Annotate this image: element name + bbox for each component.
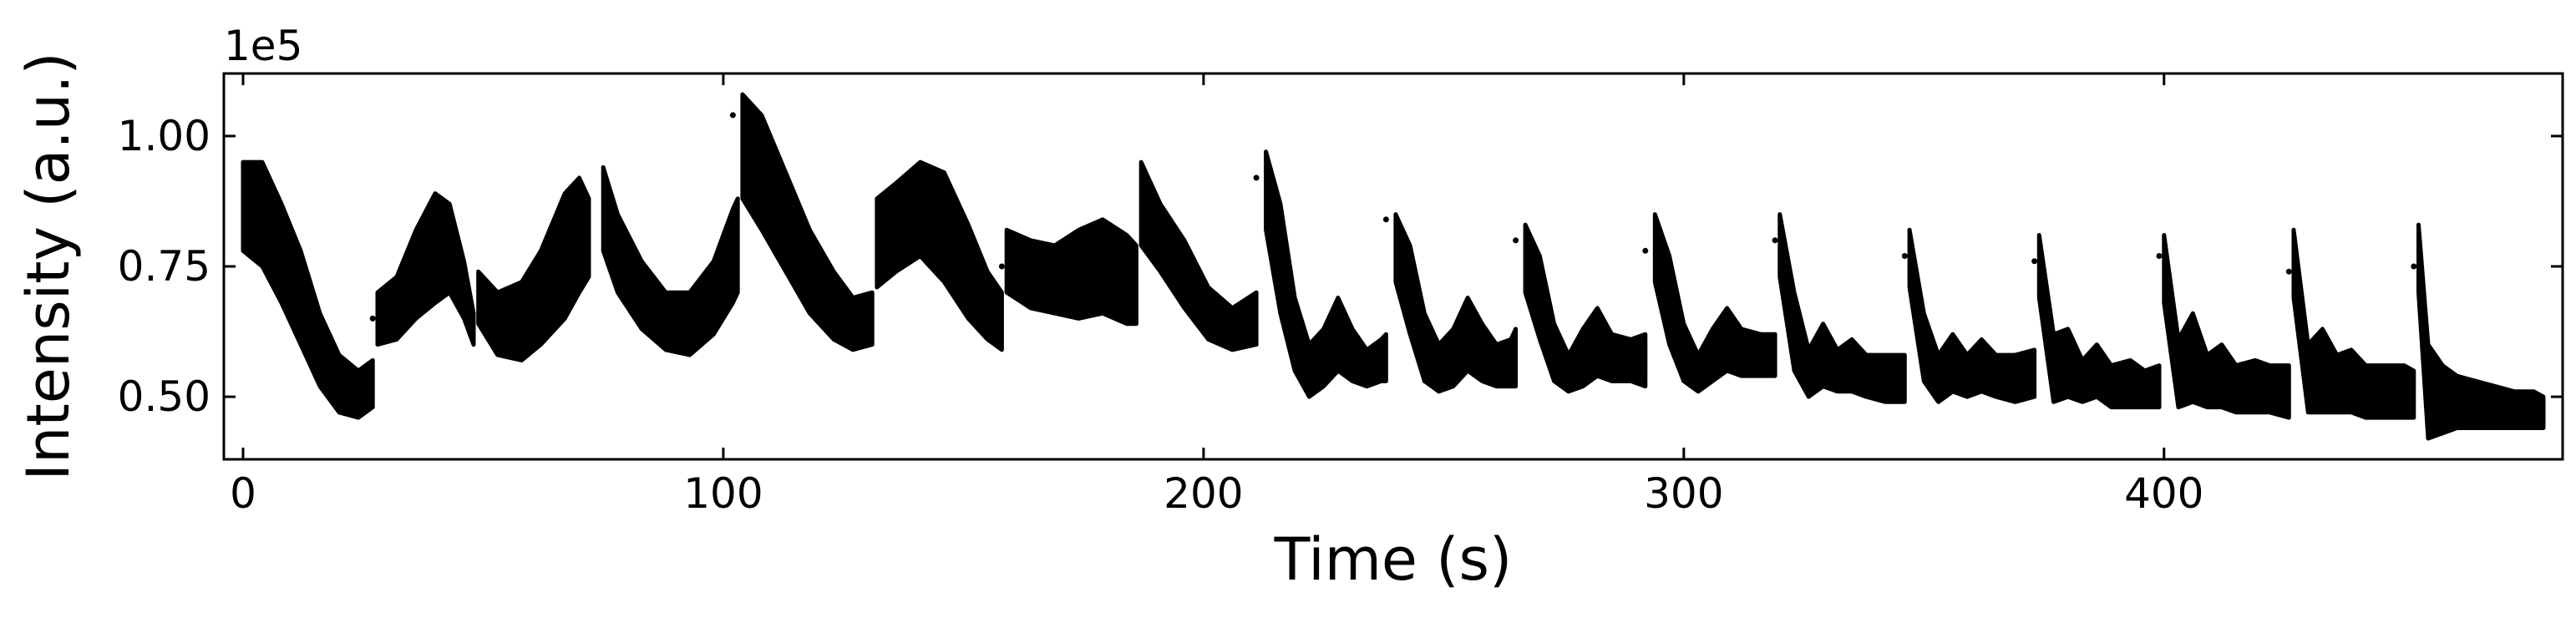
data-band-segment-8 (1138, 160, 1259, 352)
data-band-segment-17 (2291, 227, 2416, 420)
data-band-segment-2 (375, 191, 476, 347)
data-band-segment-3 (476, 175, 591, 362)
data-band-segment-18 (2416, 222, 2546, 441)
data-point-isolated-9 (1901, 253, 1908, 259)
data-band-segment-15 (2036, 233, 2162, 410)
y-tick-label: 1.00 (118, 112, 210, 160)
y-axis-label: Intensity (a.u.) (14, 52, 83, 480)
data-band-segment-12 (1652, 212, 1777, 394)
data-point-isolated-8 (1772, 237, 1778, 244)
x-axis-label: Time (s) (1274, 525, 1513, 594)
data-band-segment-5 (740, 92, 875, 352)
data-point-isolated-2 (729, 112, 736, 119)
data-point-isolated-12 (2285, 268, 2292, 275)
data-point-isolated-13 (2411, 263, 2417, 270)
data-point-isolated-10 (2031, 258, 2038, 265)
data-point-isolated-1 (369, 315, 376, 322)
data-band-segment-9 (1264, 149, 1388, 399)
data-point-isolated-3 (998, 263, 1005, 270)
data-band-segment-11 (1523, 222, 1648, 394)
x-tick-label: 200 (1164, 469, 1243, 518)
data-band-segment-16 (2162, 233, 2291, 420)
data-band-segment-4 (601, 165, 740, 357)
data-point-isolated-6 (1513, 237, 1519, 244)
x-tick-label: 400 (2124, 469, 2203, 518)
x-tick-label: 100 (683, 469, 763, 518)
data-band-segment-1 (241, 160, 375, 420)
x-tick-label: 0 (230, 469, 256, 518)
data-point-isolated-11 (2156, 253, 2163, 259)
y-tick-label: 0.50 (118, 372, 210, 421)
x-tick-label: 300 (1644, 469, 1723, 518)
plot-frame (222, 72, 2564, 461)
data-band-segment-10 (1393, 212, 1519, 394)
tick-layer: 0 100 200 300 400 0.50 0.75 1.00 (118, 73, 2563, 518)
data-band-segment-13 (1777, 212, 1907, 404)
data-band-segment-6 (875, 160, 1004, 352)
y-tick-label: 0.75 (118, 242, 210, 291)
y-offset-label: 1e5 (224, 22, 302, 70)
data-point-isolated-7 (1642, 247, 1649, 254)
data-point-isolated-4 (1253, 175, 1260, 181)
data-band-segment-14 (1907, 227, 2037, 404)
data-point-isolated-5 (1382, 216, 1389, 223)
data-layer (241, 92, 2546, 441)
data-band-segment-7 (1004, 217, 1138, 327)
